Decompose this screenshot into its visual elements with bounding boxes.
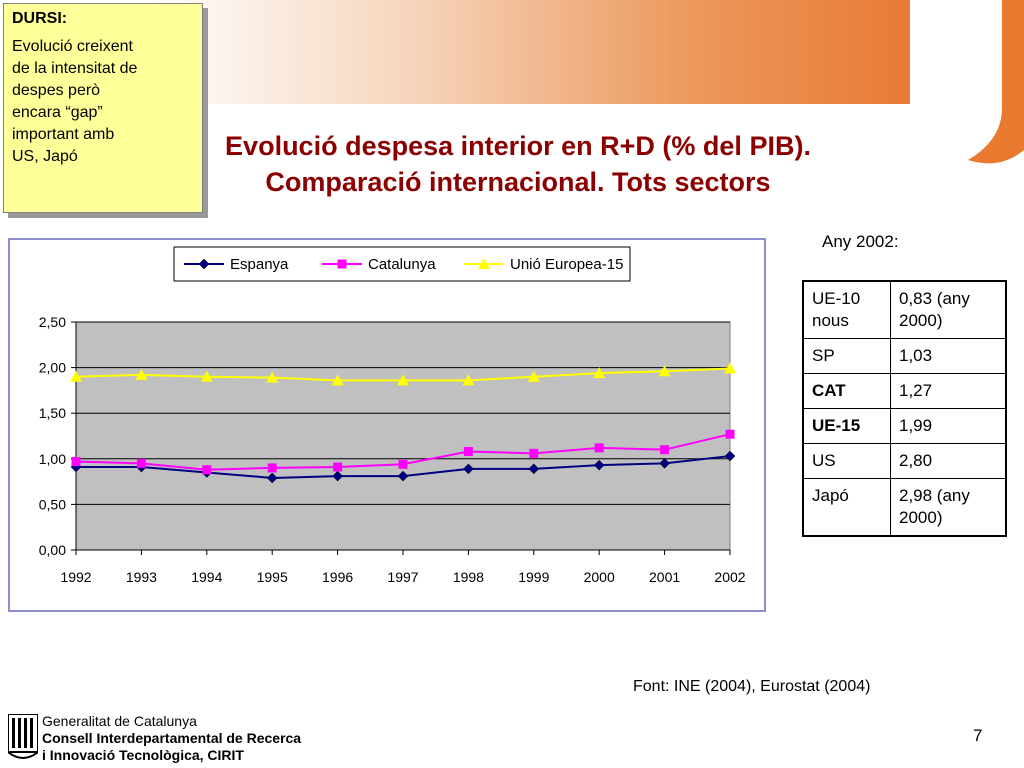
data-point xyxy=(333,462,343,472)
legend-marker xyxy=(478,258,490,269)
y-tick-label: 0,50 xyxy=(39,496,66,512)
comparison-row: SP 1,03 xyxy=(802,338,1007,374)
footer-line-1: Generalitat de Catalunya xyxy=(42,713,197,729)
region-cell: SP xyxy=(802,338,891,374)
data-point xyxy=(135,368,148,380)
data-point xyxy=(725,429,735,439)
value-cell: 1,03 xyxy=(890,338,1007,374)
footer-line-2: Consell Interdepartamental de Recerca xyxy=(42,730,302,746)
value-cell: 2,80 xyxy=(890,443,1007,479)
region-cell: US xyxy=(802,443,891,479)
region-cell: CAT xyxy=(802,373,891,409)
generalitat-logo-icon xyxy=(8,714,38,759)
data-point xyxy=(658,365,671,377)
region-cell: UE-10 nous xyxy=(802,280,891,339)
data-point xyxy=(659,458,670,469)
page-title: Evolució despesa interior en R+D (% del … xyxy=(138,128,898,200)
data-point xyxy=(593,459,605,471)
data-point xyxy=(529,448,539,458)
data-point xyxy=(660,445,670,455)
note-title: DURSI: xyxy=(12,10,68,27)
data-point xyxy=(397,470,409,482)
data-point xyxy=(266,371,279,383)
dursi-note: DURSI: Evolució creixent de la intensita… xyxy=(3,3,203,213)
data-point xyxy=(331,374,344,386)
data-point xyxy=(462,374,475,386)
x-tick-label: 2000 xyxy=(584,569,615,585)
legend-label: Espanya xyxy=(230,256,289,273)
comparison-table: UE-10 nous 0,83 (any 2000) SP 1,03 CAT 1,27 UE… xyxy=(802,280,1007,537)
y-tick-label: 2,00 xyxy=(39,360,66,376)
comparison-row: UE-10 nous 0,83 (any 2000) xyxy=(802,280,1007,339)
year-label: Any 2002: xyxy=(822,232,899,251)
data-point xyxy=(398,459,408,469)
data-point xyxy=(528,463,540,475)
data-point xyxy=(397,374,409,386)
data-point xyxy=(332,470,343,482)
data-point xyxy=(463,463,474,475)
footer-line-3: i Innovació Tecnològica, CIRIT xyxy=(42,747,244,763)
note-body: Evolució creixent de la intensitat de de… xyxy=(12,38,138,165)
x-tick-label: 1994 xyxy=(191,569,222,585)
value-cell: 2,98 (any 2000) xyxy=(890,478,1007,537)
data-point xyxy=(724,450,736,462)
data-point xyxy=(200,370,213,382)
value-cell: 1,99 xyxy=(890,408,1007,444)
x-tick-label: 1996 xyxy=(322,569,353,585)
plot-area xyxy=(75,321,731,551)
comparison-row: UE-15 1,99 xyxy=(802,408,1007,444)
rd-chart: 0,00 0,50 1,00 1,50 2,00 2,50 1992 1993 1994 1995… xyxy=(39,246,746,585)
data-point xyxy=(136,458,146,468)
source-note: Font: INE (2004), Eurostat (2004) xyxy=(633,678,871,695)
footer-institution: Generalitat de Catalunya Consell Interde… xyxy=(42,713,301,764)
comparison-row: US 2,80 xyxy=(802,443,1007,479)
legend-box xyxy=(173,246,631,282)
value-cell: 1,27 xyxy=(890,373,1007,409)
data-point xyxy=(463,447,473,457)
legend-marker xyxy=(198,258,210,270)
legend-marker xyxy=(337,259,347,269)
comparison-row: CAT 1,27 xyxy=(802,373,1007,409)
legend-label: Unió Europea-15 xyxy=(510,256,623,273)
x-tick-label: 1993 xyxy=(126,569,157,585)
x-tick-label: 1999 xyxy=(518,569,549,585)
x-tick-label: 1992 xyxy=(60,569,91,585)
data-point xyxy=(267,463,277,473)
data-point xyxy=(202,465,212,475)
y-tick-label: 1,50 xyxy=(39,405,66,421)
data-point xyxy=(71,457,81,467)
title-line-1: Evolució despesa interior en R+D (% del … xyxy=(225,131,811,161)
header-banner xyxy=(150,0,910,104)
region-cell: Japó xyxy=(802,478,891,537)
data-point xyxy=(724,362,736,374)
value-cell: 0,83 (any 2000) xyxy=(890,280,1007,339)
data-point xyxy=(266,472,278,484)
data-point xyxy=(70,370,82,382)
r-logo-icon xyxy=(910,0,1024,164)
x-tick-label: 1995 xyxy=(257,569,288,585)
y-tick-label: 2,50 xyxy=(39,314,66,330)
data-point xyxy=(593,367,606,379)
x-tick-label: 2002 xyxy=(714,569,745,585)
page-number: 7 xyxy=(973,726,983,745)
y-tick-label: 1,00 xyxy=(39,451,66,467)
chart-container: 0,00 0,50 1,00 1,50 2,00 2,50 1992 1993 1994 1995… xyxy=(8,238,766,612)
region-cell: UE-15 xyxy=(802,408,891,444)
title-line-2: Comparació internacional. Tots sectors xyxy=(265,167,771,197)
comparison-row: Japó 2,98 (any 2000) xyxy=(802,478,1007,537)
x-tick-label: 1997 xyxy=(387,569,418,585)
x-tick-label: 1998 xyxy=(453,569,484,585)
data-point xyxy=(527,370,540,382)
data-point xyxy=(594,443,604,453)
legend-label: Catalunya xyxy=(368,256,436,273)
x-tick-label: 2001 xyxy=(649,569,680,585)
y-tick-label: 0,00 xyxy=(39,542,66,558)
